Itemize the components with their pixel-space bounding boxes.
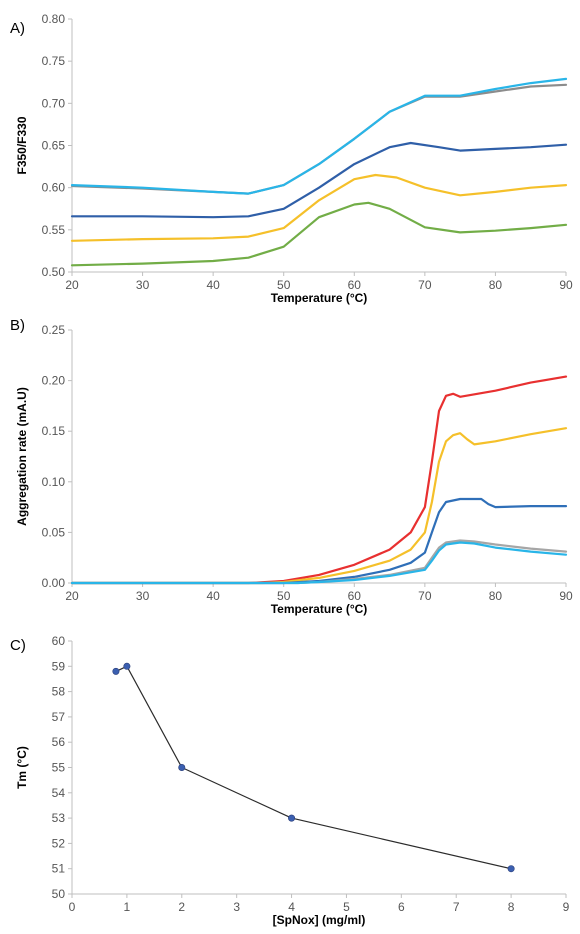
x-tick-label: 70 [418, 589, 432, 603]
y-tick-label: 50 [52, 887, 66, 901]
panel-label: A) [10, 20, 25, 37]
y-tick-label: 56 [52, 735, 66, 749]
x-tick-label: 6 [398, 900, 405, 914]
y-tick-label: 0.15 [42, 424, 66, 438]
x-axis-label: Temperature (°C) [271, 291, 368, 305]
x-tick-label: 0 [69, 900, 76, 914]
x-tick-label: 1 [124, 900, 131, 914]
data-point [112, 667, 120, 675]
y-tick-label: 53 [52, 811, 66, 825]
x-tick-label: 5 [343, 900, 350, 914]
data-point [123, 662, 131, 670]
x-tick-label: 40 [206, 278, 220, 292]
x-tick-label: 4 [288, 900, 295, 914]
y-tick-label: 0.25 [42, 323, 66, 337]
x-tick-label: 50 [277, 278, 291, 292]
y-tick-label: 60 [52, 634, 66, 648]
x-tick-label: 9 [563, 900, 570, 914]
x-tick-label: 30 [136, 589, 150, 603]
data-point [507, 865, 515, 873]
panel-label: C) [10, 637, 26, 654]
series-line-1 [70, 83, 568, 195]
series-line-4 [70, 173, 568, 242]
x-tick-label: 8 [508, 900, 515, 914]
panel-label: B) [10, 317, 25, 334]
series-line-2 [70, 427, 568, 585]
y-tick-label: 59 [52, 659, 66, 673]
x-tick-label: 40 [206, 589, 220, 603]
series-line-3 [70, 141, 568, 219]
y-tick-label: 0.00 [42, 576, 66, 590]
y-tick-label: 0.75 [42, 54, 66, 68]
x-tick-label: 60 [348, 278, 362, 292]
y-tick-label: 57 [52, 710, 66, 724]
y-tick-label: 0.50 [42, 265, 66, 279]
y-axis-label: Tm (°C) [15, 746, 29, 789]
x-tick-label: 60 [348, 589, 362, 603]
y-tick-label: 55 [52, 761, 66, 775]
y-tick-label: 0.55 [42, 223, 66, 237]
y-tick-label: 0.60 [42, 181, 66, 195]
series-line-1 [115, 665, 512, 870]
x-axis-label: Temperature (°C) [271, 602, 368, 616]
series-line-2 [70, 77, 568, 195]
x-tick-label: 20 [65, 278, 79, 292]
x-tick-label: 90 [559, 589, 573, 603]
series-line-3 [70, 497, 568, 585]
x-tick-label: 2 [178, 900, 185, 914]
y-axis-label: Aggregation rate (mA.U) [15, 387, 29, 526]
x-tick-label: 3 [233, 900, 240, 914]
y-axis-label: F350/F330 [15, 116, 29, 174]
series-line-5 [70, 541, 568, 585]
x-tick-label: 7 [453, 900, 460, 914]
y-tick-label: 0.80 [42, 12, 66, 26]
x-tick-label: 70 [418, 278, 432, 292]
series-line-1 [70, 375, 568, 585]
y-tick-label: 0.10 [42, 475, 66, 489]
series-line-5 [70, 201, 568, 267]
y-tick-label: 58 [52, 685, 66, 699]
data-point [178, 763, 186, 771]
y-tick-label: 54 [52, 786, 66, 800]
y-tick-label: 0.65 [42, 139, 66, 153]
x-tick-label: 80 [489, 589, 503, 603]
x-tick-label: 30 [136, 278, 150, 292]
x-tick-label: 90 [559, 278, 573, 292]
y-tick-label: 0.05 [42, 525, 66, 539]
x-axis-label: [SpNox] (mg/ml) [273, 913, 366, 927]
y-tick-label: 0.20 [42, 374, 66, 388]
y-tick-label: 0.70 [42, 96, 66, 110]
x-tick-label: 80 [489, 278, 503, 292]
data-point [288, 814, 296, 822]
x-tick-label: 50 [277, 589, 291, 603]
y-tick-label: 52 [52, 836, 66, 850]
y-tick-label: 51 [52, 862, 66, 876]
x-tick-label: 20 [65, 589, 79, 603]
